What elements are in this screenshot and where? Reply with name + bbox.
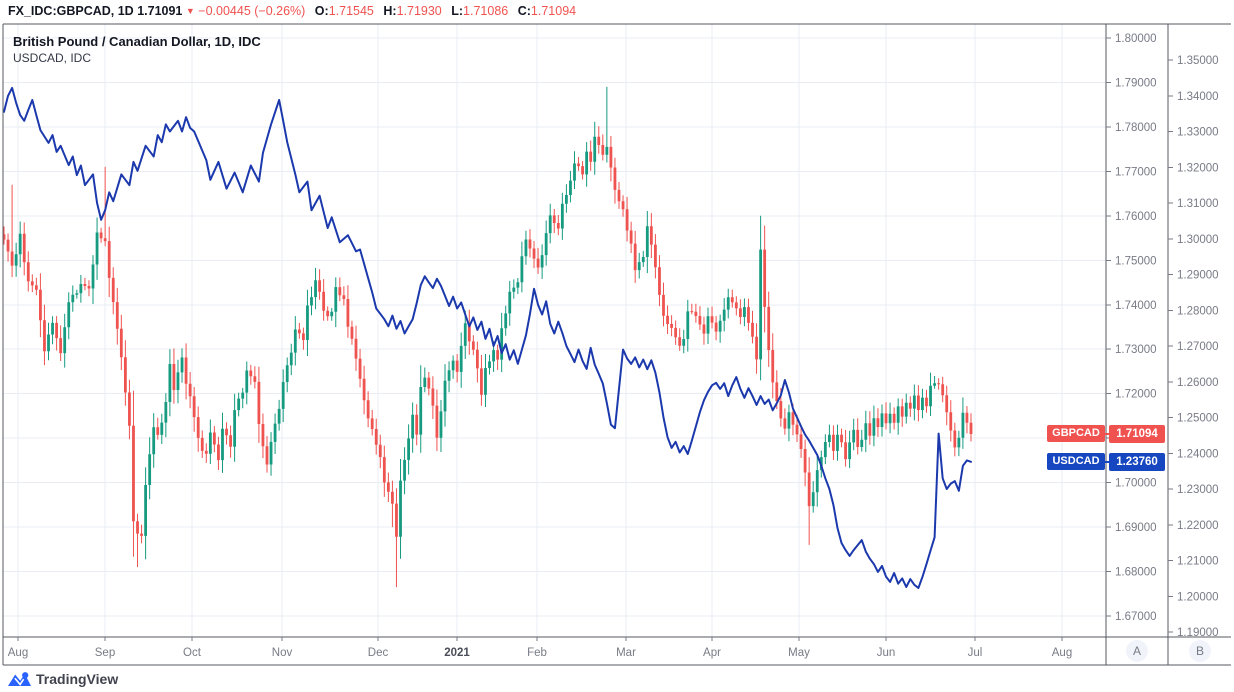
scale-b-tick-label: 1.34000 [1177, 91, 1219, 103]
scale-b-tick-label: 1.32000 [1177, 162, 1219, 174]
scale-a-tick-label: 1.75000 [1115, 255, 1157, 267]
gbpcad-up-candle-bodies [14, 136, 965, 537]
time-tick-label: Sep [95, 647, 115, 659]
scale-a-tick-label: 1.67000 [1115, 611, 1157, 623]
scale-a-tick-label: 1.76000 [1115, 211, 1157, 223]
gbpcad-down-candle-wicks [3, 126, 972, 588]
time-tick-label: Jul [968, 647, 983, 659]
time-tick-label: Aug [1052, 647, 1072, 659]
scale-b-tick-label: 1.33000 [1177, 127, 1219, 139]
scale-a-tick-label: 1.70000 [1115, 478, 1157, 490]
usdcad-price-label: 1.23760 [1109, 453, 1165, 471]
scale-b-tick-label: 1.21000 [1177, 556, 1219, 568]
scale-b-tick-label: 1.29000 [1177, 270, 1219, 282]
pane-borders [2, 23, 1231, 666]
scale-a-tick-label: 1.72000 [1115, 389, 1157, 401]
scale-a-tick-label: 1.69000 [1115, 522, 1157, 534]
low-label: L: [451, 4, 464, 18]
scale-b-tick-label: 1.19000 [1177, 627, 1219, 639]
symbol-info-bar[interactable]: FX_IDC:GBPCAD, 1D 1.71091 ▼ −0.00445 (−0… [8, 4, 576, 22]
scale-a-tick-label: 1.80000 [1115, 33, 1157, 45]
scale-b-tick-label: 1.22000 [1177, 520, 1219, 532]
scale-b-tick-label: 1.25000 [1177, 413, 1219, 425]
time-tick-label: Aug [8, 647, 28, 659]
scale-b-tick-label: 1.24000 [1177, 448, 1219, 460]
gbpcad-up-candle-wicks [15, 86, 964, 560]
last-price: 1.71091 [137, 4, 183, 18]
time-tick-label: Mar [616, 647, 636, 659]
time-tick-label: Nov [272, 647, 293, 659]
scale-a-tick-label: 1.78000 [1115, 122, 1157, 134]
usdcad-line [3, 86, 972, 589]
tradingview-logo-icon [8, 672, 31, 686]
low-value: 1.71086 [463, 4, 509, 18]
time-scale[interactable] [3, 637, 1106, 665]
open-value: 1.71545 [328, 4, 374, 18]
overlay-series-title: USDCAD, IDC [13, 51, 92, 65]
scale-b-tick-label: 1.26000 [1177, 377, 1219, 389]
close-label: C: [517, 4, 531, 18]
open-label: O: [314, 4, 329, 18]
high-label: H: [383, 4, 397, 18]
tradingview-logo-text: TradingView [36, 671, 119, 687]
price-down-icon: ▼ [185, 6, 195, 16]
time-tick-label: Jun [877, 647, 896, 659]
scale-a-tick-label: 1.79000 [1115, 78, 1157, 90]
scale-b-tick-label: 1.23000 [1177, 484, 1219, 496]
usdcad-badge-connector [1103, 461, 1110, 463]
scale-b-button[interactable]: B [1189, 640, 1211, 662]
scale-b-tick-label: 1.20000 [1177, 591, 1219, 603]
high-value: 1.71930 [396, 4, 442, 18]
scale-b-tick-label: 1.30000 [1177, 234, 1219, 246]
chart-legend[interactable]: British Pound / Canadian Dollar, 1D, IDC… [13, 33, 261, 67]
scale-b-tick-label: 1.27000 [1177, 341, 1219, 353]
scale-b-tick-label: 1.35000 [1177, 55, 1219, 67]
price-scale-b[interactable] [1168, 24, 1234, 637]
time-tick-label: 2021 [444, 647, 470, 659]
scale-b-tick-label: 1.28000 [1177, 305, 1219, 317]
tradingview-attribution[interactable]: TradingView [8, 668, 118, 690]
scale-a-button[interactable]: A [1126, 640, 1148, 662]
scale-a-tick-label: 1.77000 [1115, 166, 1157, 178]
time-tick-label: May [788, 647, 810, 659]
gbpcad-down-candle-bodies [2, 136, 973, 537]
price-scale-a[interactable] [1106, 24, 1168, 637]
scale-b-tick-label: 1.31000 [1177, 198, 1219, 210]
scale-a-tick-label: 1.73000 [1115, 344, 1157, 356]
grid-lines [3, 24, 1106, 637]
usdcad-series-badge: USDCAD [1047, 453, 1105, 470]
gbpcad-badge-connector [1103, 433, 1110, 435]
main-series-title: British Pound / Canadian Dollar, 1D, IDC [13, 34, 261, 49]
gbpcad-price-label: 1.71094 [1109, 425, 1165, 443]
scale-a-tick-label: 1.68000 [1115, 567, 1157, 579]
time-tick-label: Dec [368, 647, 389, 659]
gbpcad-series-badge: GBPCAD [1047, 425, 1105, 442]
close-value: 1.71094 [530, 4, 577, 18]
time-tick-label: Oct [183, 647, 202, 659]
symbol-name: FX_IDC:GBPCAD, 1D [8, 4, 134, 18]
time-tick-label: Feb [527, 647, 547, 659]
time-tick-label: Apr [703, 647, 721, 659]
price-change: −0.00445 (−0.26%) [198, 4, 306, 18]
scale-a-tick-label: 1.74000 [1115, 300, 1157, 312]
